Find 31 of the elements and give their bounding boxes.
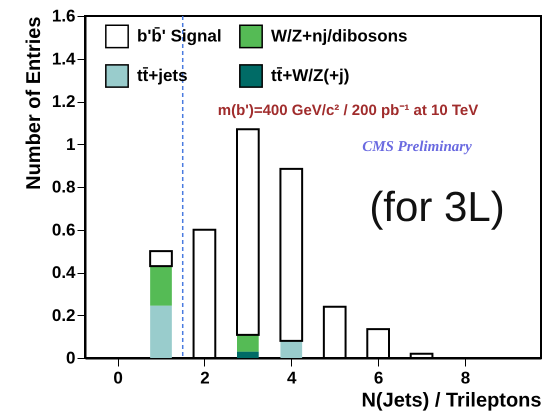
annotation: CMS Preliminary — [362, 139, 472, 155]
y-tick-label: 0.8 — [52, 178, 76, 196]
annotation: m(b')=400 GeV/c² / 200 pb⁻¹ at 10 TeV — [218, 102, 478, 119]
y-axis-title: Number of Entries — [22, 16, 45, 190]
bar — [237, 334, 259, 352]
x-tick-label: 6 — [374, 368, 384, 388]
legend-label: tt̄+jets — [137, 66, 188, 85]
x-tick-label: 2 — [200, 368, 210, 388]
bar — [279, 168, 304, 342]
y-tick-label: 0.2 — [52, 306, 76, 325]
y-tick-label: 1 — [66, 134, 76, 154]
bar — [149, 250, 173, 268]
annotation: (for 3L) — [369, 183, 505, 230]
x-tick-label: 0 — [113, 368, 123, 388]
y-tick-label: 0.4 — [52, 263, 76, 282]
y-tick-label: 0 — [66, 348, 76, 368]
bar — [237, 352, 259, 358]
bar — [150, 306, 172, 358]
x-tick-label: 4 — [287, 368, 298, 388]
y-tick-label: 1.2 — [52, 92, 76, 111]
legend-label: tt̄+W/Z(+j) — [271, 66, 350, 85]
x-tick-label: 8 — [460, 368, 470, 388]
y-tick-label: 0.6 — [52, 220, 76, 240]
bar — [236, 128, 260, 336]
y-tick-label: 1.4 — [52, 49, 76, 68]
y-tick-label: 1.6 — [52, 6, 76, 26]
bar — [150, 266, 172, 306]
legend-label: b'b̄' Signal — [137, 26, 222, 46]
bar — [280, 340, 302, 358]
x-axis-title: N(Jets) / Trileptons — [361, 390, 542, 412]
legend-label: W/Z+nj/dibosons — [271, 26, 408, 46]
